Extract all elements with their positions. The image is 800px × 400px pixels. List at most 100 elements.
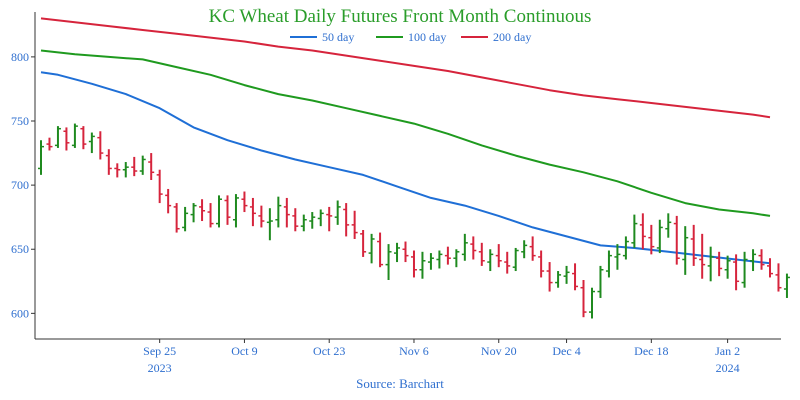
ohlc-bar [631,214,638,248]
ohlc-bar [224,195,231,225]
y-tick-label: 800 [11,50,29,64]
ohlc-bar [139,155,146,175]
ohlc-bar [38,140,44,175]
ohlc-bar [470,236,477,260]
ohlc-bar [707,246,714,282]
ohlc-bar [131,156,138,177]
series-line-50-day [40,71,771,265]
ohlc-bar [343,203,350,237]
ohlc-bar [461,233,468,261]
ohlc-bar [410,250,417,278]
x-tick-label: Dec 4 [552,344,580,358]
ohlc-bar [394,242,401,263]
ohlc-bar [580,280,587,318]
ohlc-bar [97,131,104,160]
x-tick-year-label: 2023 [148,361,172,375]
ohlc-bar [190,203,197,223]
ohlc-bar [427,253,434,270]
ohlc-bar [402,241,409,263]
ohlc-bar [105,149,112,175]
ohlc-bar [114,163,121,178]
ohlc-bar [300,214,307,232]
ohlc-bar [368,233,375,264]
ohlc-bar [317,209,324,227]
y-tick-label: 650 [11,242,29,256]
y-tick-label: 600 [11,306,29,320]
ohlc-bar [487,249,494,272]
ohlc-bar [326,206,333,232]
ohlc-bar [46,137,53,151]
ohlc-bar [182,206,189,232]
ohlc-bar [597,265,604,298]
ohlc-bar [148,153,155,180]
ohlc-bar [199,199,206,222]
ohlc-bar [563,265,570,284]
moving-average-lines [40,17,771,265]
ohlc-bar [495,244,502,268]
ohlc-bar [334,200,341,225]
ohlc-bar [750,249,757,272]
ohlc-bar [555,271,562,288]
ohlc-bar [758,249,765,270]
ohlc-bar [639,213,646,250]
ohlc-bar [122,162,129,178]
x-tick-label: Nov 6 [399,344,429,358]
ohlc-bar [309,212,316,229]
ohlc-bar [716,251,723,277]
ohlc-bar [453,249,460,268]
ohlc-bar [783,273,790,298]
ohlc-bar [529,236,536,261]
x-tick-label: Nov 20 [481,344,517,358]
ohlc-bar [266,208,273,241]
y-tick-label: 700 [11,178,29,192]
ohlc-bar [682,226,689,275]
ohlc-bar [419,251,426,279]
ohlc-bar [588,287,595,319]
ohlc-bar [775,263,782,292]
ohlc-bar [360,230,367,257]
ohlc-bar [665,213,672,238]
ohlc-bar [648,224,655,255]
legend-label: 50 day [322,30,354,44]
ohlc-bar [444,246,451,265]
x-tick-label: Jan 2 [715,344,740,358]
ohlc-bar [538,250,545,278]
ohlc-bar [80,126,87,150]
ohlc-bar [478,242,485,266]
ohlc-bar [71,123,78,148]
ohlc-bar [207,203,214,228]
ohlc-bar [741,251,748,288]
ohlc-bar [673,215,680,265]
ohlc-bar [504,251,511,274]
ohlc-bars [38,123,790,319]
x-tick-label: Oct 23 [313,344,345,358]
ohlc-bar [232,194,239,228]
y-ticks: 600 650 700 750 800 [11,50,35,320]
ohlc-bar [258,205,265,228]
ohlc-bar [614,244,621,270]
ohlc-bar [377,232,384,268]
ohlc-bar [88,132,95,154]
ohlc-bar [436,250,443,269]
ohlc-bar [699,233,706,279]
legend: 50 day 100 day 200 day [290,30,531,44]
ohlc-bar [63,127,70,151]
ohlc-bar [241,191,248,213]
ohlc-bar [275,196,282,228]
x-tick-year-label: 2024 [716,361,740,375]
ohlc-bar [724,255,731,279]
ohlc-bar [54,126,61,148]
ohlc-bar [173,203,180,233]
series-line-200-day [40,17,771,119]
ohlc-bar [546,262,553,292]
ohlc-bar [521,240,528,259]
ohlc-bar [767,258,773,278]
chart-title: KC Wheat Daily Futures Front Month Conti… [209,6,592,27]
x-tick-label: Dec 18 [634,344,668,358]
ohlc-bar [605,250,612,278]
series-line-100-day [40,49,771,217]
ohlc-bar [656,219,663,254]
ohlc-bar [165,188,172,214]
source-label: Source: Barchart [356,376,444,391]
